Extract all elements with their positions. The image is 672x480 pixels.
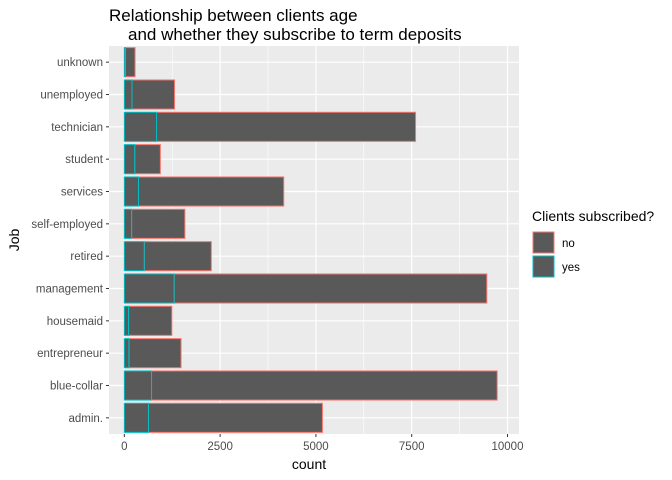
- bar-no-admin: [147, 402, 323, 433]
- x-axis-title: count: [292, 456, 326, 472]
- bar-no-unknown: [124, 47, 136, 78]
- bar-no-management: [173, 273, 488, 304]
- bar-yes-housemaid: [123, 305, 130, 336]
- x-tick-label: 10000: [492, 441, 524, 453]
- bars: [123, 47, 498, 433]
- y-tick-label: technician: [51, 122, 103, 134]
- bar-no-self-employed: [131, 208, 186, 239]
- y-tick-label: admin.: [68, 413, 103, 425]
- chart-title-line1: Relationship between clients age: [109, 6, 358, 25]
- bar-no-services: [138, 176, 285, 207]
- bar-yes-entrepreneur: [123, 338, 130, 369]
- legend-label-no: no: [562, 238, 575, 250]
- legend: Clients subscribed? no yes: [532, 208, 654, 278]
- x-tick-label: 7500: [399, 441, 425, 453]
- y-axis-ticks: admin. blue-collar entrepreneur housemaid ma…: [31, 57, 109, 425]
- bar-yes-self-employed: [123, 208, 133, 239]
- bar-no-technician: [156, 111, 417, 142]
- bar-yes-unknown: [123, 47, 126, 78]
- bar-yes-student: [123, 144, 136, 175]
- y-tick-label: student: [65, 154, 104, 166]
- bar-yes-management: [123, 273, 175, 304]
- x-tick-label: 2500: [207, 441, 233, 453]
- y-tick-label: housemaid: [47, 316, 103, 328]
- bar-yes-retired: [123, 241, 145, 272]
- bar-no-student: [134, 144, 161, 175]
- y-tick-label: unemployed: [40, 90, 103, 102]
- y-axis-title: Job: [6, 229, 22, 252]
- y-tick-label: blue-collar: [50, 381, 103, 393]
- bar-yes-admin: [123, 402, 149, 433]
- y-tick-label: management: [36, 284, 104, 296]
- legend-label-yes: yes: [562, 262, 580, 274]
- bar-yes-unemployed: [123, 79, 133, 110]
- bar-no-unemployed: [131, 79, 176, 110]
- legend-key-yes: [532, 255, 555, 278]
- y-tick-label: entrepreneur: [37, 348, 103, 360]
- y-tick-label: self-employed: [31, 219, 103, 231]
- legend-key-no: [532, 231, 555, 254]
- legend-title: Clients subscribed?: [532, 208, 654, 224]
- bar-no-entrepreneur: [128, 338, 182, 369]
- bar-no-retired: [143, 241, 212, 272]
- bar-yes-services: [123, 176, 140, 207]
- bar-no-blue-collar: [151, 370, 498, 401]
- plot-panel: [109, 46, 519, 434]
- x-tick-label: 0: [121, 441, 127, 453]
- x-tick-label: 5000: [303, 441, 329, 453]
- y-tick-label: services: [61, 187, 103, 199]
- y-tick-label: retired: [70, 251, 103, 263]
- bar-yes-blue-collar: [123, 370, 153, 401]
- x-axis-ticks: 0 2500 5000 7500 10000: [121, 434, 523, 453]
- y-tick-label: unknown: [57, 57, 103, 69]
- bar-no-housemaid: [128, 305, 173, 336]
- chart-title-line2: and whether they subscribe to term depos…: [128, 25, 462, 44]
- bar-yes-technician: [123, 111, 158, 142]
